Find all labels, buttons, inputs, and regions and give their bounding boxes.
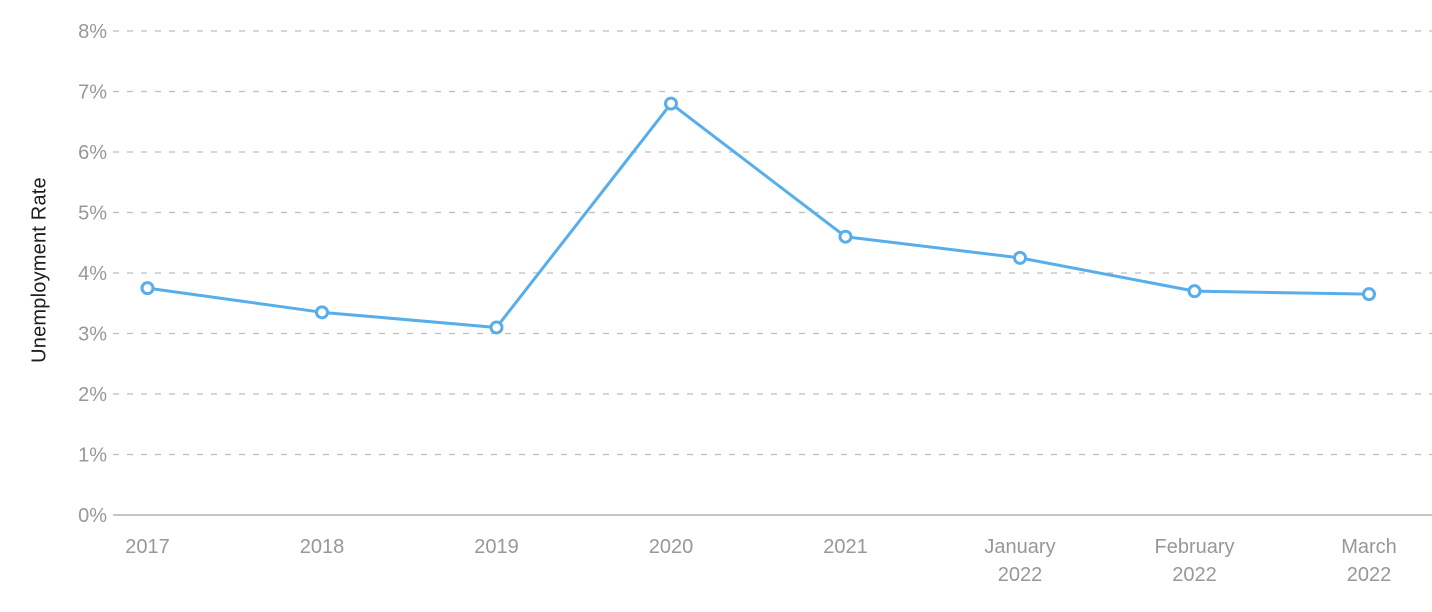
x-tick-label: 2020 bbox=[649, 536, 694, 558]
data-point bbox=[1013, 250, 1027, 265]
data-point bbox=[1187, 284, 1202, 299]
data-point bbox=[664, 96, 678, 111]
y-tick-label: 6% bbox=[78, 142, 107, 164]
data-point bbox=[140, 281, 155, 296]
x-tick-label: March 2022 bbox=[1341, 536, 1397, 586]
data-point bbox=[489, 320, 504, 335]
data-point bbox=[838, 229, 853, 244]
y-tick-label: 3% bbox=[78, 324, 107, 346]
x-tick-label: January 2022 bbox=[984, 536, 1055, 586]
y-tick-label: 5% bbox=[78, 203, 107, 225]
y-tick-label: 4% bbox=[78, 263, 107, 285]
y-tick-label: 8% bbox=[78, 21, 107, 43]
x-tick-label: 2019 bbox=[474, 536, 519, 558]
y-tick-label: 7% bbox=[78, 82, 107, 104]
data-line bbox=[146, 102, 1371, 329]
x-tick-label: 2018 bbox=[300, 536, 345, 558]
data-point bbox=[315, 305, 329, 320]
y-tick-label: 0% bbox=[78, 505, 107, 527]
y-tick-label: 2% bbox=[78, 384, 107, 406]
data-point bbox=[1362, 287, 1376, 302]
x-tick-label: 2017 bbox=[125, 536, 170, 558]
y-tick-label: 1% bbox=[78, 445, 107, 467]
x-tick-label: February 2022 bbox=[1154, 536, 1234, 586]
x-tick-label: 2021 bbox=[823, 536, 868, 558]
